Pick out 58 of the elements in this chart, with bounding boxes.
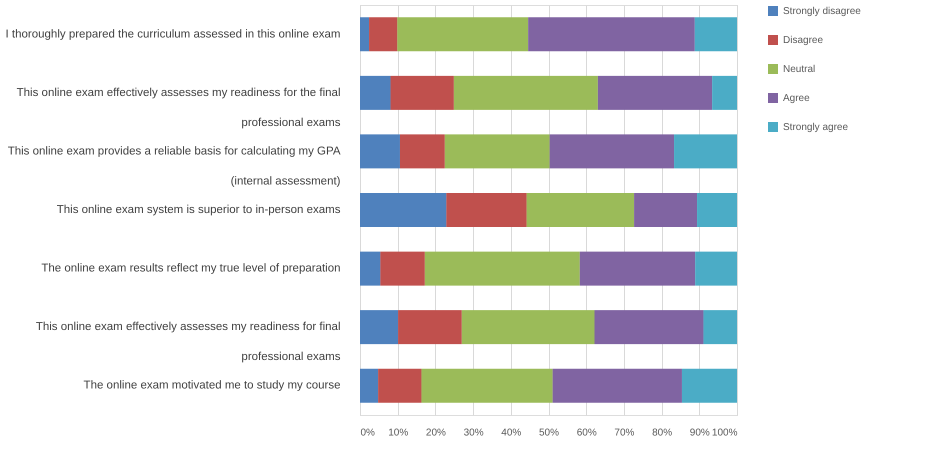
x-tick-label: 90%	[690, 428, 710, 438]
bar	[397, 17, 528, 52]
x-tick-label: 10%	[388, 428, 408, 438]
x-tick-label: 60%	[576, 428, 597, 438]
category-label: This online exam effectively assesses my readiness for final professional exams	[36, 321, 340, 364]
bar	[360, 368, 378, 403]
bar	[360, 193, 446, 227]
bar	[462, 310, 594, 344]
x-tick-label: 0%	[360, 428, 376, 438]
y-tick-label: I thoroughly prepared the curriculum assessed in this online exam	[6, 28, 340, 40]
bar	[674, 134, 737, 168]
x-tick-label: 40%	[501, 428, 522, 438]
legend-label: Neutral	[783, 64, 816, 75]
bar	[550, 134, 674, 168]
bar	[378, 368, 422, 403]
bar	[634, 193, 698, 227]
bar	[390, 76, 454, 110]
bar	[360, 134, 400, 168]
x-tick-label: 80%	[652, 428, 672, 438]
bar	[695, 252, 737, 286]
bar	[400, 134, 445, 168]
bar	[552, 368, 682, 403]
bar	[369, 17, 398, 52]
legend-label: Strongly agree	[783, 122, 848, 133]
bar	[682, 368, 737, 403]
bar	[697, 193, 737, 227]
bar	[444, 134, 550, 168]
bar	[580, 252, 696, 286]
y-tick-label: The online exam results reflect my true level of preparation	[41, 262, 340, 275]
x-tick-label: 20%	[426, 428, 446, 438]
bar	[380, 252, 425, 286]
x-tick-label: 70%	[614, 428, 635, 438]
bar	[421, 368, 553, 403]
bar	[454, 76, 598, 110]
category-label: This online exam effectively assesses my readiness for the final professional exams	[16, 86, 340, 129]
bar	[528, 17, 695, 52]
bar	[694, 17, 737, 52]
x-tick-label: 50%	[538, 428, 560, 438]
bar	[398, 310, 462, 344]
legend-label: Disagree	[783, 35, 824, 46]
bar	[360, 310, 398, 344]
bar	[360, 17, 370, 52]
bar	[712, 76, 737, 110]
x-tick-label: 30%	[464, 428, 484, 438]
bar	[598, 76, 712, 110]
bar	[526, 193, 634, 227]
legend-label: Strongly disagree	[783, 6, 862, 17]
x-tick-label: 100%	[712, 428, 738, 438]
bar	[360, 76, 391, 110]
y-tick-label: This online exam system is superior to in-person exams	[56, 204, 341, 216]
category-label: This online exam provides a reliable basis for calculating my GPA (internal assessment)	[8, 145, 340, 188]
bar	[446, 193, 527, 227]
bar	[594, 310, 704, 344]
bar	[703, 310, 737, 344]
y-tick-label: The online exam motivated me to study my course	[84, 380, 340, 392]
bar	[360, 252, 380, 286]
legend-label: Agree	[783, 93, 810, 104]
bar	[424, 252, 580, 286]
